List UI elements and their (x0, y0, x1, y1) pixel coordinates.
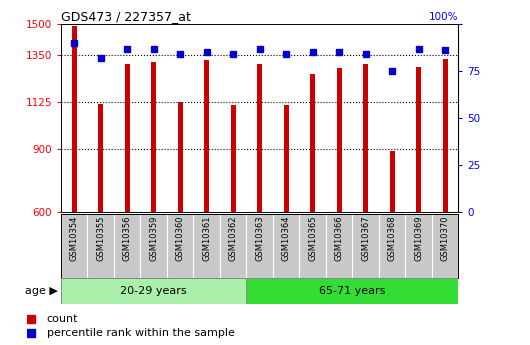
Text: GSM10369: GSM10369 (414, 216, 423, 261)
Bar (443, 59, 447, 337)
Text: GSM10365: GSM10365 (308, 216, 317, 261)
Bar (178, 102, 182, 337)
Text: GSM10367: GSM10367 (361, 216, 370, 262)
Bar (258, 64, 262, 337)
Bar (364, 64, 368, 337)
Bar (152, 62, 156, 337)
Text: GSM10356: GSM10356 (123, 216, 131, 261)
Text: 100%: 100% (429, 12, 458, 22)
Text: GSM10360: GSM10360 (176, 216, 184, 261)
Text: GSM10370: GSM10370 (441, 216, 449, 261)
Bar (72, 26, 76, 337)
Text: count: count (47, 314, 78, 324)
Text: percentile rank within the sample: percentile rank within the sample (47, 328, 235, 338)
Text: GSM10362: GSM10362 (229, 216, 237, 261)
Bar (311, 74, 315, 337)
Text: 20-29 years: 20-29 years (120, 286, 187, 296)
Text: GSM10366: GSM10366 (335, 216, 343, 262)
Bar (390, 150, 394, 337)
Text: GSM10364: GSM10364 (282, 216, 290, 261)
Bar (246, 278, 458, 304)
Text: GSM10354: GSM10354 (70, 216, 78, 261)
Text: GSM10359: GSM10359 (149, 216, 158, 261)
Bar (231, 105, 235, 337)
Bar (337, 68, 341, 337)
Text: GSM10368: GSM10368 (388, 216, 396, 262)
Text: GSM10361: GSM10361 (202, 216, 211, 261)
Bar (417, 67, 421, 337)
Bar (125, 64, 130, 337)
Text: GSM10363: GSM10363 (255, 216, 264, 262)
Text: GSM10355: GSM10355 (96, 216, 105, 261)
Text: GDS473 / 227357_at: GDS473 / 227357_at (61, 10, 191, 23)
Text: age ▶: age ▶ (25, 286, 58, 296)
Bar (284, 105, 288, 337)
Bar (99, 104, 103, 337)
Bar (205, 60, 209, 337)
Text: 65-71 years: 65-71 years (319, 286, 386, 296)
Bar (61, 278, 246, 304)
